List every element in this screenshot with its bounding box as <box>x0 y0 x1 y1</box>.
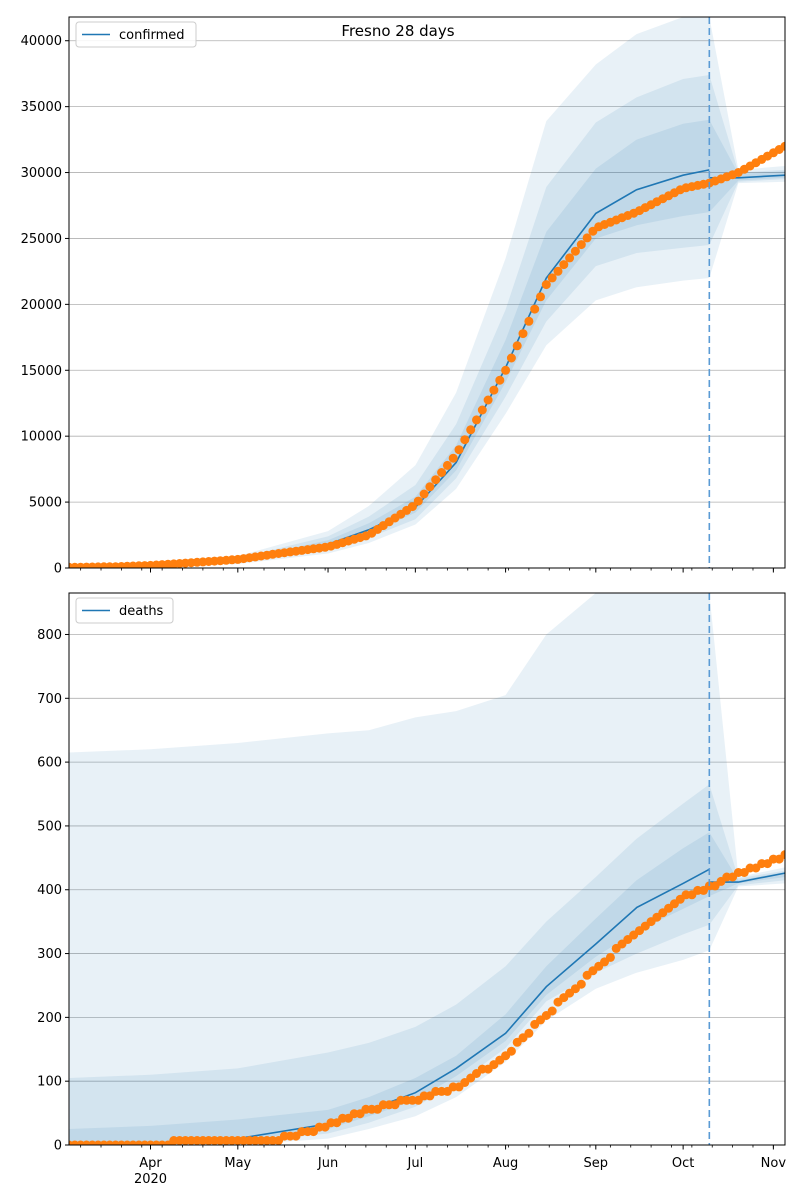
y-tick-label: 500 <box>37 819 62 834</box>
uncertainty-band-1 <box>69 784 785 1145</box>
observed-point <box>570 246 580 256</box>
observed-point <box>454 445 464 455</box>
x-tick-label: May <box>224 1156 251 1171</box>
y-tick-label: 400 <box>37 883 62 898</box>
legend-box <box>75 597 174 624</box>
y-tick-label: 20000 <box>21 298 62 313</box>
observed-point <box>518 329 528 339</box>
observed-point <box>582 233 592 243</box>
observed-point <box>506 1046 516 1056</box>
observed-point <box>605 952 615 962</box>
legend-label: deaths <box>119 604 164 619</box>
y-tick-label: 35000 <box>21 100 62 115</box>
observed-point <box>541 280 551 290</box>
uncertainty-band-0 <box>69 593 785 1145</box>
observed-point <box>553 266 563 276</box>
x-tick-label: Nov <box>761 1156 787 1171</box>
observed-point <box>477 405 487 415</box>
y-tick-label: 300 <box>37 947 62 962</box>
uncertainty-band-2 <box>69 832 785 1145</box>
figure-title: Fresno 28 days <box>341 22 454 40</box>
y-tick-label: 5000 <box>29 496 62 511</box>
observed-point <box>431 475 441 485</box>
observed-point <box>483 395 493 405</box>
observed-point <box>489 385 499 395</box>
y-tick-label: 0 <box>54 1139 62 1154</box>
uncertainty-band-0 <box>69 17 785 568</box>
observed-point <box>460 435 470 445</box>
y-tick-label: 10000 <box>21 430 62 445</box>
legend-box <box>75 21 197 48</box>
observed-point <box>472 415 481 425</box>
legend-label: confirmed <box>119 28 185 43</box>
legend: deaths <box>75 597 174 624</box>
y-tick-label: 800 <box>37 628 62 643</box>
observed-point <box>512 341 522 351</box>
observed-point <box>466 425 476 435</box>
x-tick-label: Aug <box>493 1156 518 1171</box>
observed-point <box>448 453 458 463</box>
observed-point <box>524 316 534 326</box>
y-tick-label: 700 <box>37 692 62 707</box>
uncertainty-band-2 <box>69 119 785 568</box>
y-tick-label: 15000 <box>21 364 62 379</box>
x-tick-label: Jul <box>407 1156 424 1171</box>
observed-point <box>407 502 417 512</box>
y-tick-label: 600 <box>37 756 62 771</box>
deaths-panel: 0 100 200 300 400 500 600 700 800 Apr May Jun Jul Aug… <box>37 592 787 1187</box>
observed-point <box>576 240 586 250</box>
y-tick-label: 0 <box>54 562 62 577</box>
confirmed-panel: 0 5000 10000 15000 20000 25000 30000 35000 40000… <box>21 16 786 577</box>
observed-point <box>442 460 452 470</box>
plot-area <box>69 17 785 568</box>
observed-point <box>501 365 511 375</box>
x-year-label: 2020 <box>134 1172 167 1187</box>
observed-point <box>425 482 435 492</box>
observed-point <box>547 273 557 283</box>
observed-point <box>559 260 569 270</box>
observed-point <box>536 292 545 302</box>
observed-point <box>437 468 447 477</box>
observed-point <box>547 1006 557 1016</box>
y-tick-label: 200 <box>37 1011 62 1026</box>
x-tick-label: Jun <box>317 1156 338 1171</box>
uncertainty-band-1 <box>69 75 785 568</box>
y-tick-label: 40000 <box>21 34 62 49</box>
observed-point <box>780 850 785 860</box>
observed-point <box>576 979 586 989</box>
observed-point <box>413 496 423 506</box>
legend: confirmed <box>75 21 197 48</box>
plot-area <box>69 593 785 1145</box>
x-tick-label: Sep <box>584 1156 609 1171</box>
observed-point <box>780 141 785 151</box>
x-tick-label: Apr <box>139 1156 162 1171</box>
y-tick-label: 30000 <box>21 166 62 181</box>
x-tick-label: Oct <box>672 1156 694 1171</box>
observed-point <box>524 1028 534 1038</box>
observed-point <box>495 375 505 385</box>
y-tick-label: 100 <box>37 1075 62 1090</box>
observed-point <box>506 353 516 363</box>
y-tick-label: 25000 <box>21 232 62 247</box>
observed-point <box>530 304 540 314</box>
observed-point <box>565 253 575 263</box>
observed-point <box>419 489 429 499</box>
